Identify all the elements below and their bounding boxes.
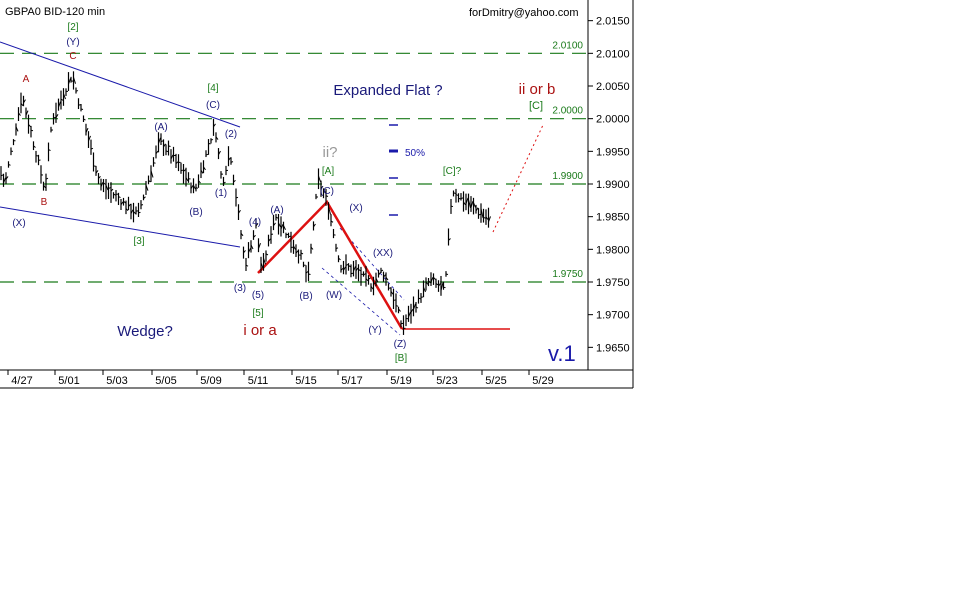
wedge-upper-line bbox=[0, 42, 240, 127]
wave-label: (5) bbox=[252, 290, 264, 301]
level-label: 2.0000 bbox=[552, 106, 583, 117]
x-tick-label: 4/27 bbox=[11, 375, 32, 387]
y-tick-label: 1.9750 bbox=[596, 277, 630, 289]
wave-label: ii? bbox=[322, 144, 337, 161]
x-tick-label: 5/03 bbox=[106, 375, 127, 387]
level-label: 1.9900 bbox=[552, 171, 583, 182]
wave-label: (X) bbox=[12, 218, 25, 229]
price-bar-close bbox=[231, 162, 233, 163]
wave-label: [4] bbox=[207, 83, 218, 94]
wave-label: Expanded Flat ? bbox=[333, 82, 442, 99]
wave-label: [A] bbox=[322, 166, 334, 177]
price-bar-close bbox=[309, 274, 311, 275]
x-tick-label: 5/05 bbox=[155, 375, 176, 387]
wave-label: ii or b bbox=[519, 81, 556, 98]
price-bar-close bbox=[161, 141, 163, 142]
price-bar-close bbox=[154, 163, 156, 164]
price-bar-close bbox=[236, 197, 238, 198]
wave-label: (A) bbox=[154, 122, 167, 133]
price-bar-close bbox=[484, 217, 486, 218]
wave-label: (Y) bbox=[66, 37, 79, 48]
wave-label: (2) bbox=[225, 129, 237, 140]
fib-50-label: 50% bbox=[405, 148, 425, 159]
wave-label: [2] bbox=[67, 22, 78, 33]
wave-label: (Y) bbox=[368, 325, 381, 336]
projection-line bbox=[493, 125, 543, 232]
price-bar-close bbox=[209, 143, 211, 144]
price-bar-close bbox=[461, 198, 463, 199]
y-tick-label: 1.9800 bbox=[596, 244, 630, 256]
wave-label: [B] bbox=[395, 353, 407, 364]
wedge-lower-line bbox=[0, 207, 240, 247]
wave-label: Wedge? bbox=[117, 323, 173, 340]
wave-label: (B) bbox=[189, 207, 202, 218]
level-label: 2.0100 bbox=[552, 40, 583, 51]
wave-label: (C) bbox=[206, 100, 220, 111]
level-label: 1.9750 bbox=[552, 269, 583, 280]
y-tick-label: 1.9850 bbox=[596, 212, 630, 224]
wave-label: B bbox=[41, 197, 48, 208]
wave-label: (3) bbox=[234, 283, 246, 294]
chart-title: GBPA0 BID-120 min bbox=[5, 6, 105, 18]
price-bar-close bbox=[169, 146, 171, 147]
price-bar-close bbox=[459, 198, 461, 199]
price-bar-close bbox=[31, 130, 33, 131]
price-bar-close bbox=[206, 154, 208, 155]
price-bar-close bbox=[196, 188, 198, 189]
price-bar-close bbox=[396, 306, 398, 307]
x-tick-label: 5/09 bbox=[200, 375, 221, 387]
wave-label: A bbox=[23, 74, 30, 85]
wave-label: (1) bbox=[215, 188, 227, 199]
y-tick-label: 1.9650 bbox=[596, 342, 630, 354]
version-label: v.1 bbox=[548, 341, 576, 366]
x-tick-label: 5/29 bbox=[532, 375, 553, 387]
wave-label: (C) bbox=[320, 186, 334, 197]
wave-label: [5] bbox=[252, 308, 263, 319]
wave-label: (4) bbox=[249, 217, 261, 228]
wave-label: [3] bbox=[133, 236, 144, 247]
price-bar-close bbox=[76, 91, 78, 92]
price-bar-close bbox=[139, 212, 141, 213]
x-tick-label: 5/15 bbox=[295, 375, 316, 387]
x-tick-label: 5/19 bbox=[390, 375, 411, 387]
price-bar-close bbox=[304, 265, 306, 266]
y-tick-label: 1.9700 bbox=[596, 310, 630, 322]
y-tick-label: 1.9950 bbox=[596, 146, 630, 158]
y-tick-label: 1.9900 bbox=[596, 179, 630, 191]
wave-label: C bbox=[69, 51, 76, 62]
credit-text: forDmitry@yahoo.com bbox=[469, 7, 579, 19]
x-tick-label: 5/11 bbox=[248, 375, 269, 387]
wave-label: (B) bbox=[299, 291, 312, 302]
price-bar-close bbox=[91, 148, 93, 149]
y-tick-label: 2.0150 bbox=[596, 16, 630, 28]
x-tick-label: 5/17 bbox=[341, 375, 362, 387]
wave-label: (XX) bbox=[373, 248, 393, 259]
price-bar-close bbox=[479, 214, 481, 215]
wave-label: [C] bbox=[529, 100, 543, 112]
wave-label: (X) bbox=[349, 203, 362, 214]
wave-label: (W) bbox=[326, 290, 342, 301]
x-tick-label: 5/25 bbox=[485, 375, 506, 387]
y-tick-label: 2.0050 bbox=[596, 81, 630, 93]
y-tick-label: 2.0100 bbox=[596, 48, 630, 60]
wave-zigzag-line bbox=[258, 202, 402, 329]
price-bar-close bbox=[81, 109, 83, 110]
x-tick-label: 5/23 bbox=[436, 375, 457, 387]
x-tick-label: 5/01 bbox=[58, 375, 79, 387]
wave-label: (Z) bbox=[394, 339, 407, 350]
wave-label: i or a bbox=[243, 322, 277, 339]
y-tick-label: 2.0000 bbox=[596, 114, 630, 126]
wave-label: [C]? bbox=[443, 166, 462, 177]
wave-label: (A) bbox=[270, 205, 283, 216]
